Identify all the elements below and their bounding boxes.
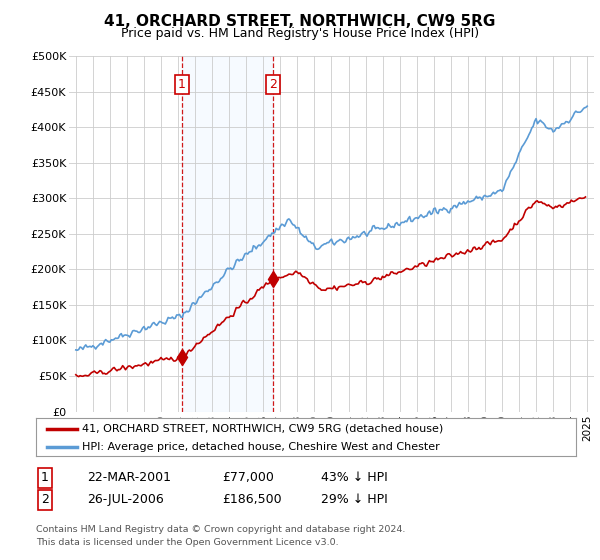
Text: 26-JUL-2006: 26-JUL-2006 xyxy=(87,493,164,506)
Text: Contains HM Land Registry data © Crown copyright and database right 2024.: Contains HM Land Registry data © Crown c… xyxy=(36,525,406,534)
Text: 43% ↓ HPI: 43% ↓ HPI xyxy=(321,471,388,484)
Text: HPI: Average price, detached house, Cheshire West and Chester: HPI: Average price, detached house, Ches… xyxy=(82,442,440,452)
Text: 1: 1 xyxy=(41,471,49,484)
Bar xyxy=(182,56,273,412)
Text: Price paid vs. HM Land Registry's House Price Index (HPI): Price paid vs. HM Land Registry's House … xyxy=(121,27,479,40)
Text: 41, ORCHARD STREET, NORTHWICH, CW9 5RG: 41, ORCHARD STREET, NORTHWICH, CW9 5RG xyxy=(104,14,496,29)
Text: 22-MAR-2001: 22-MAR-2001 xyxy=(87,471,171,484)
Text: 41, ORCHARD STREET, NORTHWICH, CW9 5RG (detached house): 41, ORCHARD STREET, NORTHWICH, CW9 5RG (… xyxy=(82,424,443,434)
Text: This data is licensed under the Open Government Licence v3.0.: This data is licensed under the Open Gov… xyxy=(36,538,338,547)
Text: 2: 2 xyxy=(269,78,277,91)
Text: 2: 2 xyxy=(41,493,49,506)
Text: 1: 1 xyxy=(178,78,186,91)
Text: £77,000: £77,000 xyxy=(222,471,274,484)
Text: £186,500: £186,500 xyxy=(222,493,281,506)
Text: 29% ↓ HPI: 29% ↓ HPI xyxy=(321,493,388,506)
